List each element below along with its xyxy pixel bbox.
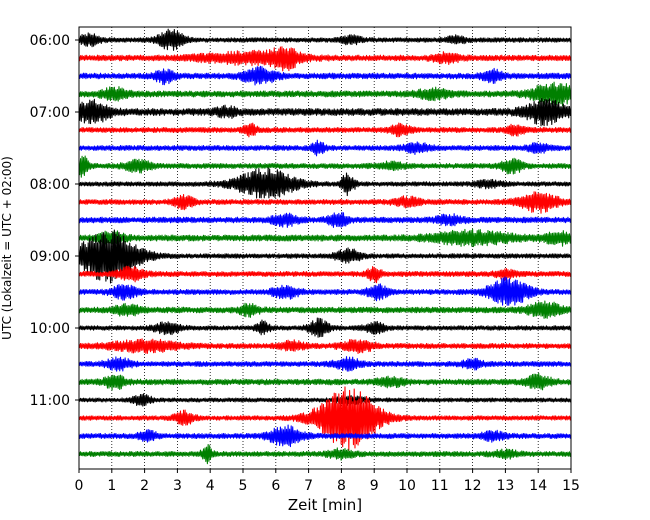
- trace-0945: [78, 300, 572, 319]
- y-tick-label: 11:00: [30, 393, 70, 409]
- trace-0630: [78, 65, 572, 86]
- y-axis-ticks: 06:00 07:00 08:00 09:00 10:00 11:00: [30, 33, 79, 409]
- x-tick-label: 0: [75, 478, 84, 494]
- y-tick-label: 08:00: [30, 177, 70, 193]
- x-tick-label: 5: [239, 478, 248, 494]
- y-axis-label: UTC (Lokalzeit = UTC + 02:00): [0, 156, 14, 340]
- x-tick-label: 1: [107, 478, 116, 494]
- trace-0845: [78, 228, 572, 248]
- trace-1100: [78, 393, 572, 407]
- x-tick-label: 13: [496, 478, 514, 494]
- x-tick-label: 12: [464, 478, 482, 494]
- y-tick-label: 09:00: [30, 249, 70, 265]
- trace-0715: [78, 122, 572, 138]
- trace-1000: [78, 317, 572, 338]
- trace-0915: [78, 265, 572, 284]
- trace-1045: [78, 372, 572, 391]
- y-tick-label: 07:00: [30, 105, 70, 121]
- trace-0700: [78, 98, 572, 127]
- trace-0745: [78, 155, 572, 178]
- trace-1145: [78, 443, 572, 465]
- y-tick-label: 06:00: [30, 33, 70, 49]
- x-tick-label: 15: [562, 478, 580, 494]
- x-tick-label: 4: [206, 478, 215, 494]
- trace-0815: [78, 191, 572, 214]
- x-tick-label: 9: [370, 478, 379, 494]
- trace-0730: [78, 139, 572, 157]
- trace-0615: [78, 46, 572, 72]
- x-tick-label: 6: [271, 478, 280, 494]
- x-tick-label: 7: [304, 478, 313, 494]
- trace-0930: [78, 276, 572, 306]
- trace-1115: [78, 386, 572, 451]
- x-tick-label: 3: [173, 478, 182, 494]
- trace-1130: [78, 424, 572, 448]
- y-tick-label: 10:00: [30, 321, 70, 337]
- trace-0830: [78, 211, 572, 228]
- trace-0800: [78, 167, 572, 199]
- x-axis-ticks: 0 1 2 3 4 5 6 7 8 9 10 11 12 13 14 15: [75, 469, 580, 494]
- trace-1030: [78, 356, 572, 372]
- plot-frame: [78, 26, 572, 470]
- x-tick-label: 10: [398, 478, 416, 494]
- x-tick-label: 11: [431, 478, 449, 494]
- x-tick-label: 8: [337, 478, 346, 494]
- trace-1015: [78, 338, 572, 355]
- trace-0600: [78, 28, 572, 51]
- trace-0900: [78, 229, 572, 284]
- x-axis-label: Zeit [min]: [288, 496, 362, 514]
- x-tick-label: 14: [529, 478, 547, 494]
- seismogram-traces: [78, 28, 572, 465]
- trace-0645: [78, 81, 572, 107]
- x-tick-label: 2: [140, 478, 149, 494]
